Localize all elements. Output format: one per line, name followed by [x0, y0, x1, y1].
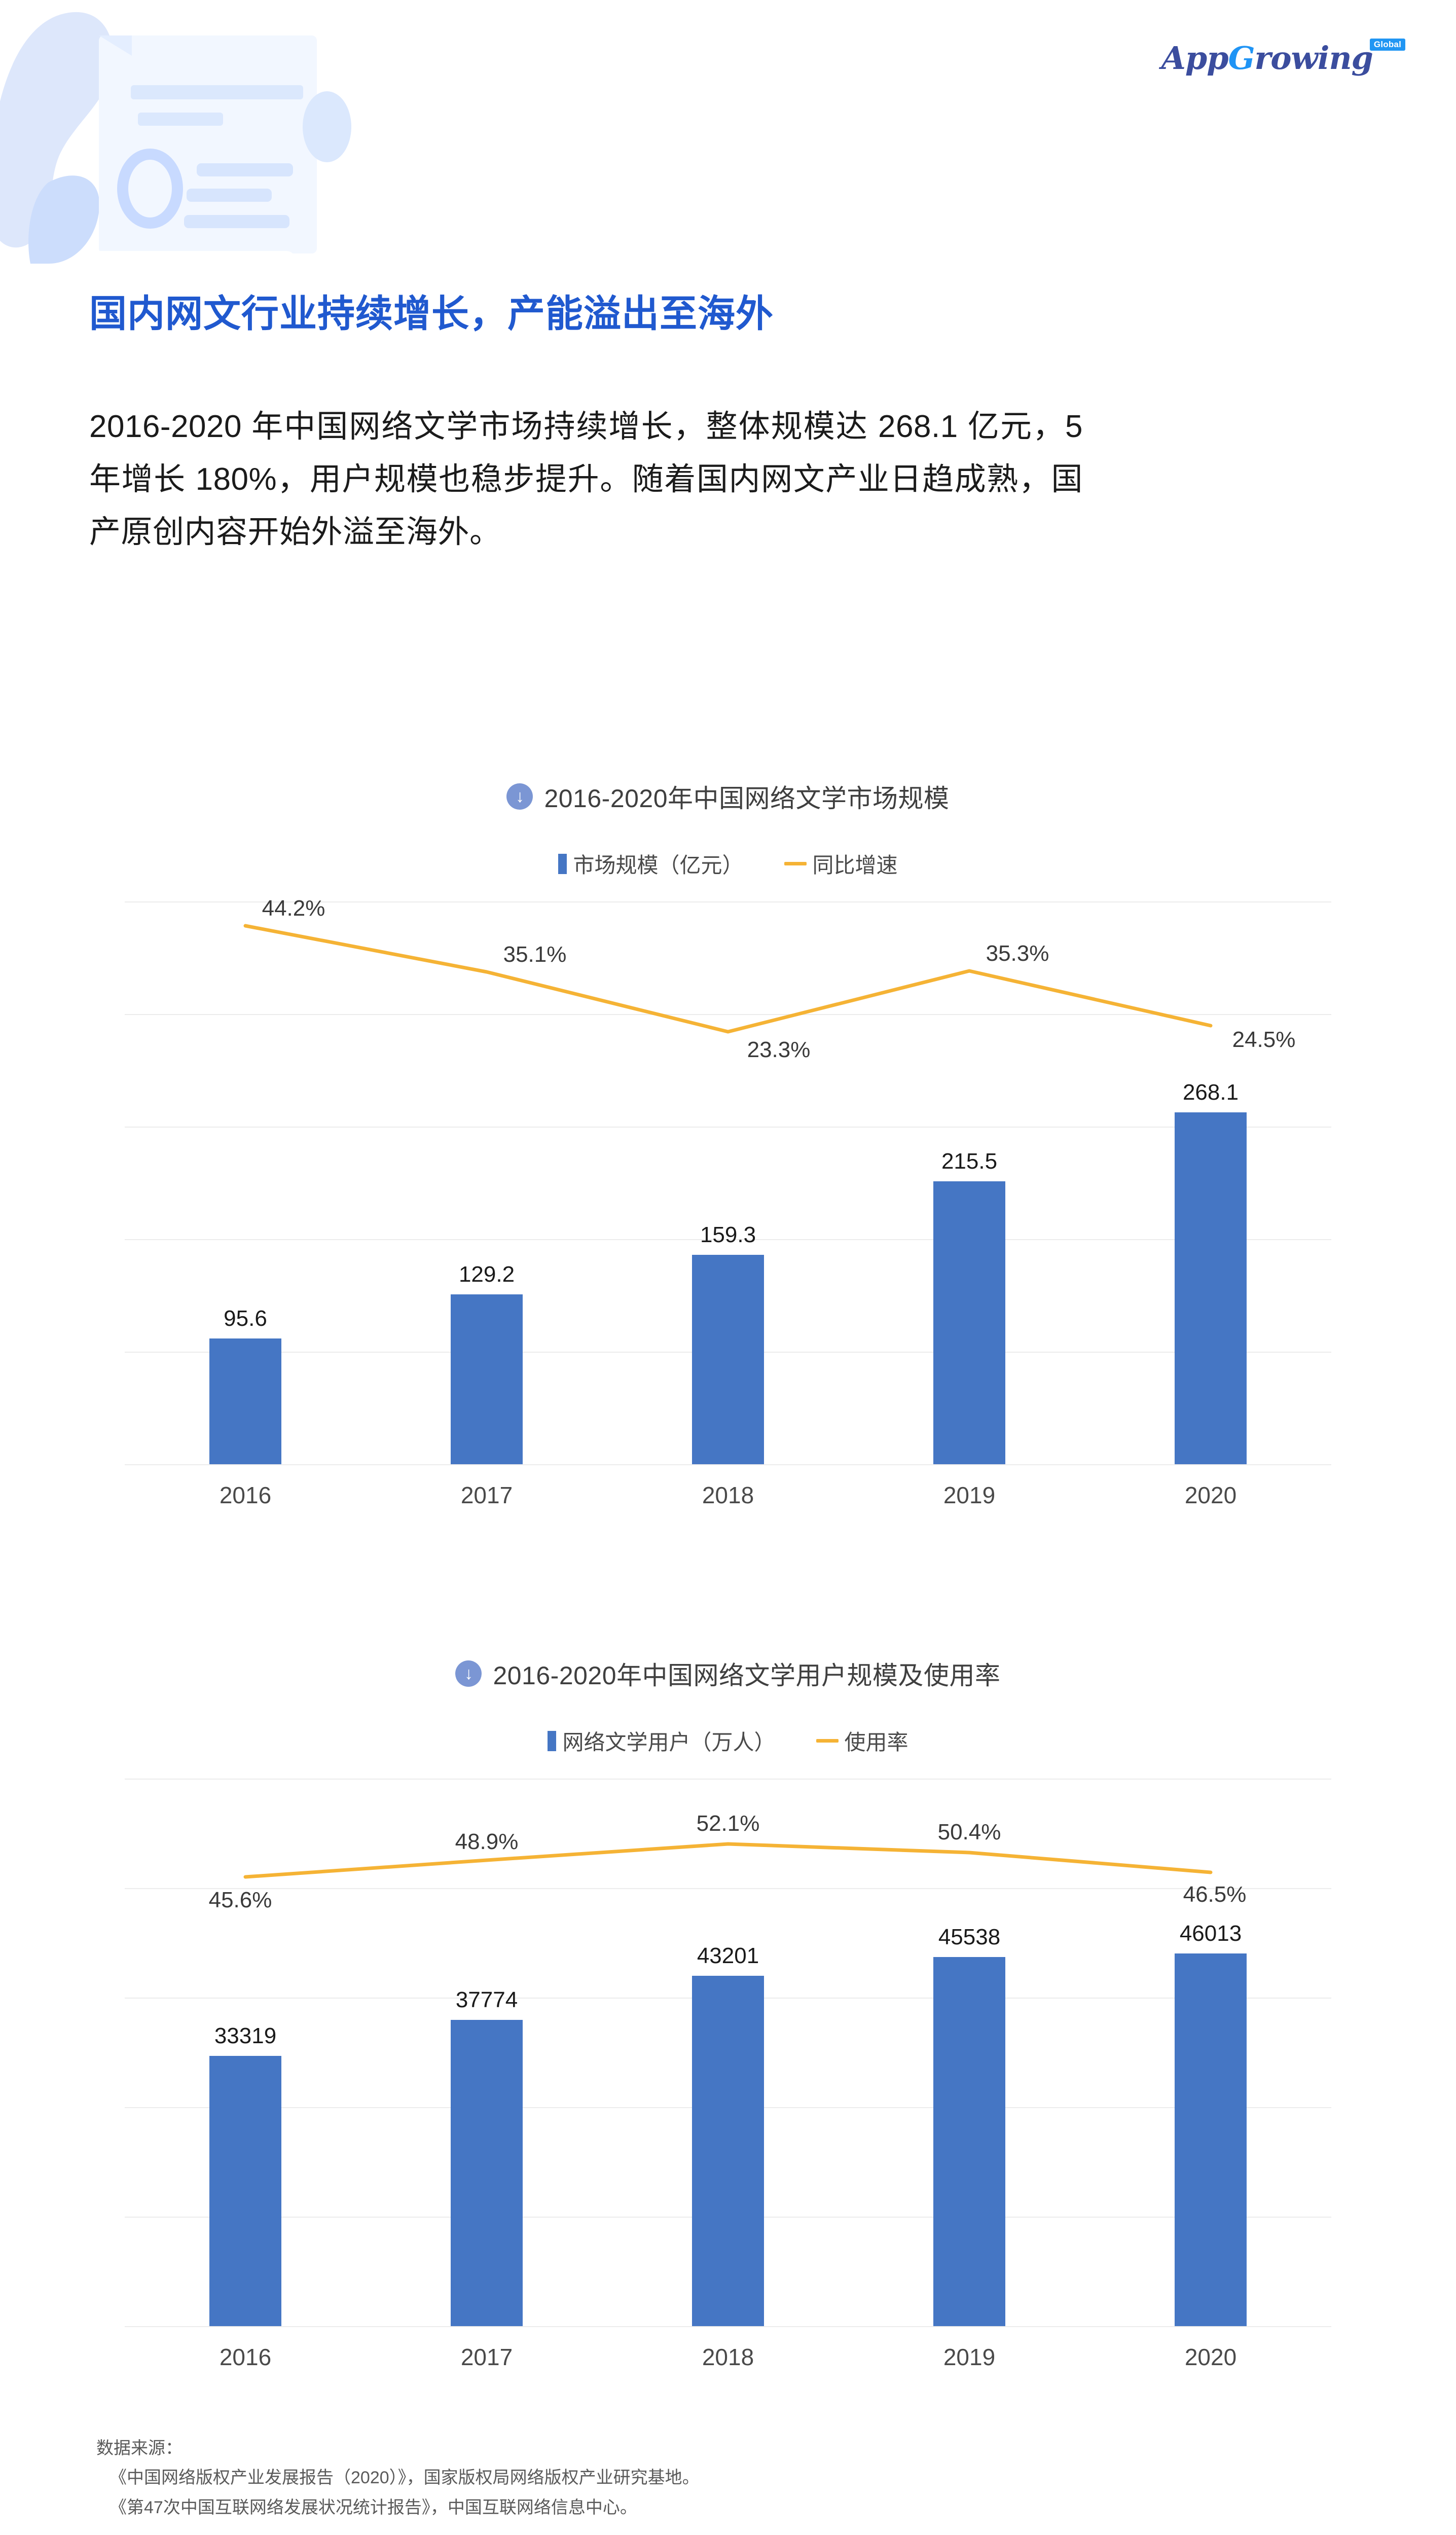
line-value-label: 52.1% [696, 1811, 760, 1836]
logo-rowing-text: rowing [1254, 40, 1373, 77]
bar-slot: 33319 [125, 1779, 366, 2326]
down-arrow-icon: ↓ [455, 1660, 482, 1687]
x-axis-tick: 2018 [702, 2344, 754, 2370]
chart2-title: 2016-2020年中国网络文学用户规模及使用率 [493, 1661, 1001, 1690]
legend-item-line: 同比增速 [784, 848, 898, 879]
bar [451, 2020, 523, 2326]
bar-slot: 159.3 [607, 901, 849, 1464]
bar-value-label: 37774 [455, 1987, 518, 2013]
logo-app-text: App [1161, 40, 1229, 77]
line-value-label: 48.9% [455, 1829, 519, 1854]
chart1-legend: 市场规模（亿元） 同比增速 [0, 848, 1456, 879]
page-title: 国内网文行业持续增长，产能溢出至海外 [89, 293, 774, 335]
bar-value-label: 45538 [938, 1925, 1001, 1950]
legend-item-line: 使用率 [816, 1725, 908, 1756]
x-axis-tick: 2017 [460, 2344, 513, 2370]
line-value-label: 35.1% [503, 942, 567, 967]
bar [451, 1294, 523, 1464]
legend-line-swatch-icon [816, 1739, 839, 1743]
line-value-label: 35.3% [986, 941, 1049, 966]
document-illustration [0, 12, 351, 264]
bar [1175, 1112, 1247, 1464]
legend-line-label: 同比增速 [812, 853, 898, 877]
x-axis-tick: 2019 [943, 1482, 996, 1508]
line-value-label: 44.2% [262, 896, 325, 921]
bar [933, 1957, 1005, 2326]
bar-value-label: 43201 [697, 1943, 759, 1969]
logo-global-badge: Global [1369, 39, 1405, 51]
bar-value-label: 159.3 [700, 1222, 756, 1248]
bar-value-label: 46013 [1179, 1921, 1242, 1946]
chart2-plot-area: 33319 37774 43201 45538 46013 45.6% 48.9% 52.1… [125, 1779, 1331, 2327]
chart-market-size: ↓ 2016-2020年中国网络文学市场规模 市场规模（亿元） 同比增速 95.… [0, 778, 1456, 1509]
chart1-plot-area: 95.6 129.2 159.3 215.5 268.1 44.2% 35.1% 23.3%… [125, 896, 1331, 1465]
chart2-title-row: ↓ 2016-2020年中国网络文学用户规模及使用率 [0, 1655, 1456, 1692]
bar-value-label: 215.5 [941, 1148, 998, 1174]
footer-source-1: 《中国网络版权产业发展报告（2020）》，国家版权局网络版权产业研究基地。 [110, 2468, 700, 2488]
x-axis-tick: 2018 [702, 1482, 754, 1508]
logo-wordmark: AppGrowing [1161, 43, 1373, 74]
legend-item-bar: 网络文学用户（万人） [548, 1725, 776, 1756]
bar [209, 1338, 281, 1464]
bar-slot: 43201 [607, 1779, 849, 2326]
bar-slot: 46013 [1090, 1779, 1331, 2326]
data-source-footer: 数据来源： 《中国网络版权产业发展报告（2020）》，国家版权局网络版权产业研究… [96, 2434, 700, 2522]
chart1-bars: 95.6 129.2 159.3 215.5 268.1 [125, 901, 1331, 1464]
bar-slot: 129.2 [366, 901, 607, 1464]
line-value-label: 46.5% [1183, 1882, 1247, 1907]
bar-slot: 215.5 [849, 901, 1090, 1464]
footer-source-2: 《第47次中国互联网络发展状况统计报告》，中国互联网络信息中心。 [110, 2497, 637, 2517]
line-value-label: 23.3% [747, 1037, 811, 1062]
chart2-bars: 33319 37774 43201 45538 46013 [125, 1779, 1331, 2326]
x-axis-tick: 2017 [460, 1482, 513, 1508]
bar-slot: 95.6 [125, 901, 366, 1464]
line-value-label: 24.5% [1232, 1027, 1296, 1052]
chart1-title-row: ↓ 2016-2020年中国网络文学市场规模 [0, 778, 1456, 815]
chart2-x-axis: 2016 2017 2018 2019 2020 [125, 2326, 1331, 2371]
legend-item-bar: 市场规模（亿元） [558, 848, 744, 879]
footer-label: 数据来源： [96, 2439, 183, 2458]
chart1-title: 2016-2020年中国网络文学市场规模 [544, 784, 950, 813]
legend-bar-swatch-icon [558, 853, 567, 874]
x-axis-tick: 2020 [1184, 1482, 1237, 1508]
x-axis-tick: 2016 [219, 1482, 272, 1508]
line-value-label: 45.6% [208, 1888, 272, 1912]
bar-slot: 268.1 [1090, 901, 1331, 1464]
x-axis-tick: 2016 [219, 2344, 272, 2370]
line-value-label: 50.4% [937, 1820, 1001, 1844]
legend-bar-label: 市场规模（亿元） [573, 853, 744, 877]
legend-bar-label: 网络文学用户（万人） [562, 1730, 776, 1754]
legend-line-label: 使用率 [844, 1730, 908, 1754]
x-axis-tick: 2019 [943, 2344, 996, 2370]
bar-slot: 37774 [366, 1779, 607, 2326]
bar-value-label: 95.6 [224, 1306, 267, 1331]
x-axis-tick: 2020 [1184, 2344, 1237, 2370]
logo-g-text: G [1228, 40, 1255, 77]
bar [209, 2056, 281, 2326]
chart1-x-axis: 2016 2017 2018 2019 2020 [125, 1464, 1331, 1509]
bar [933, 1181, 1005, 1464]
bar [692, 1976, 764, 2326]
bar [692, 1255, 764, 1464]
intro-paragraph: 2016-2020 年中国网络文学市场持续增长，整体规模达 268.1 亿元，5… [89, 409, 1083, 550]
bar-value-label: 129.2 [458, 1262, 515, 1287]
down-arrow-icon: ↓ [506, 783, 533, 810]
chart2-legend: 网络文学用户（万人） 使用率 [0, 1725, 1456, 1756]
chart-user-scale: ↓ 2016-2020年中国网络文学用户规模及使用率 网络文学用户（万人） 使用… [0, 1655, 1456, 2371]
bar [1175, 1953, 1247, 2326]
legend-bar-swatch-icon [548, 1730, 557, 1751]
app-growing-logo: AppGrowing Global [1161, 39, 1405, 74]
bar-slot: 45538 [849, 1779, 1090, 2326]
legend-line-swatch-icon [784, 862, 807, 865]
bar-value-label: 268.1 [1182, 1079, 1239, 1105]
bar-value-label: 33319 [214, 2023, 277, 2049]
